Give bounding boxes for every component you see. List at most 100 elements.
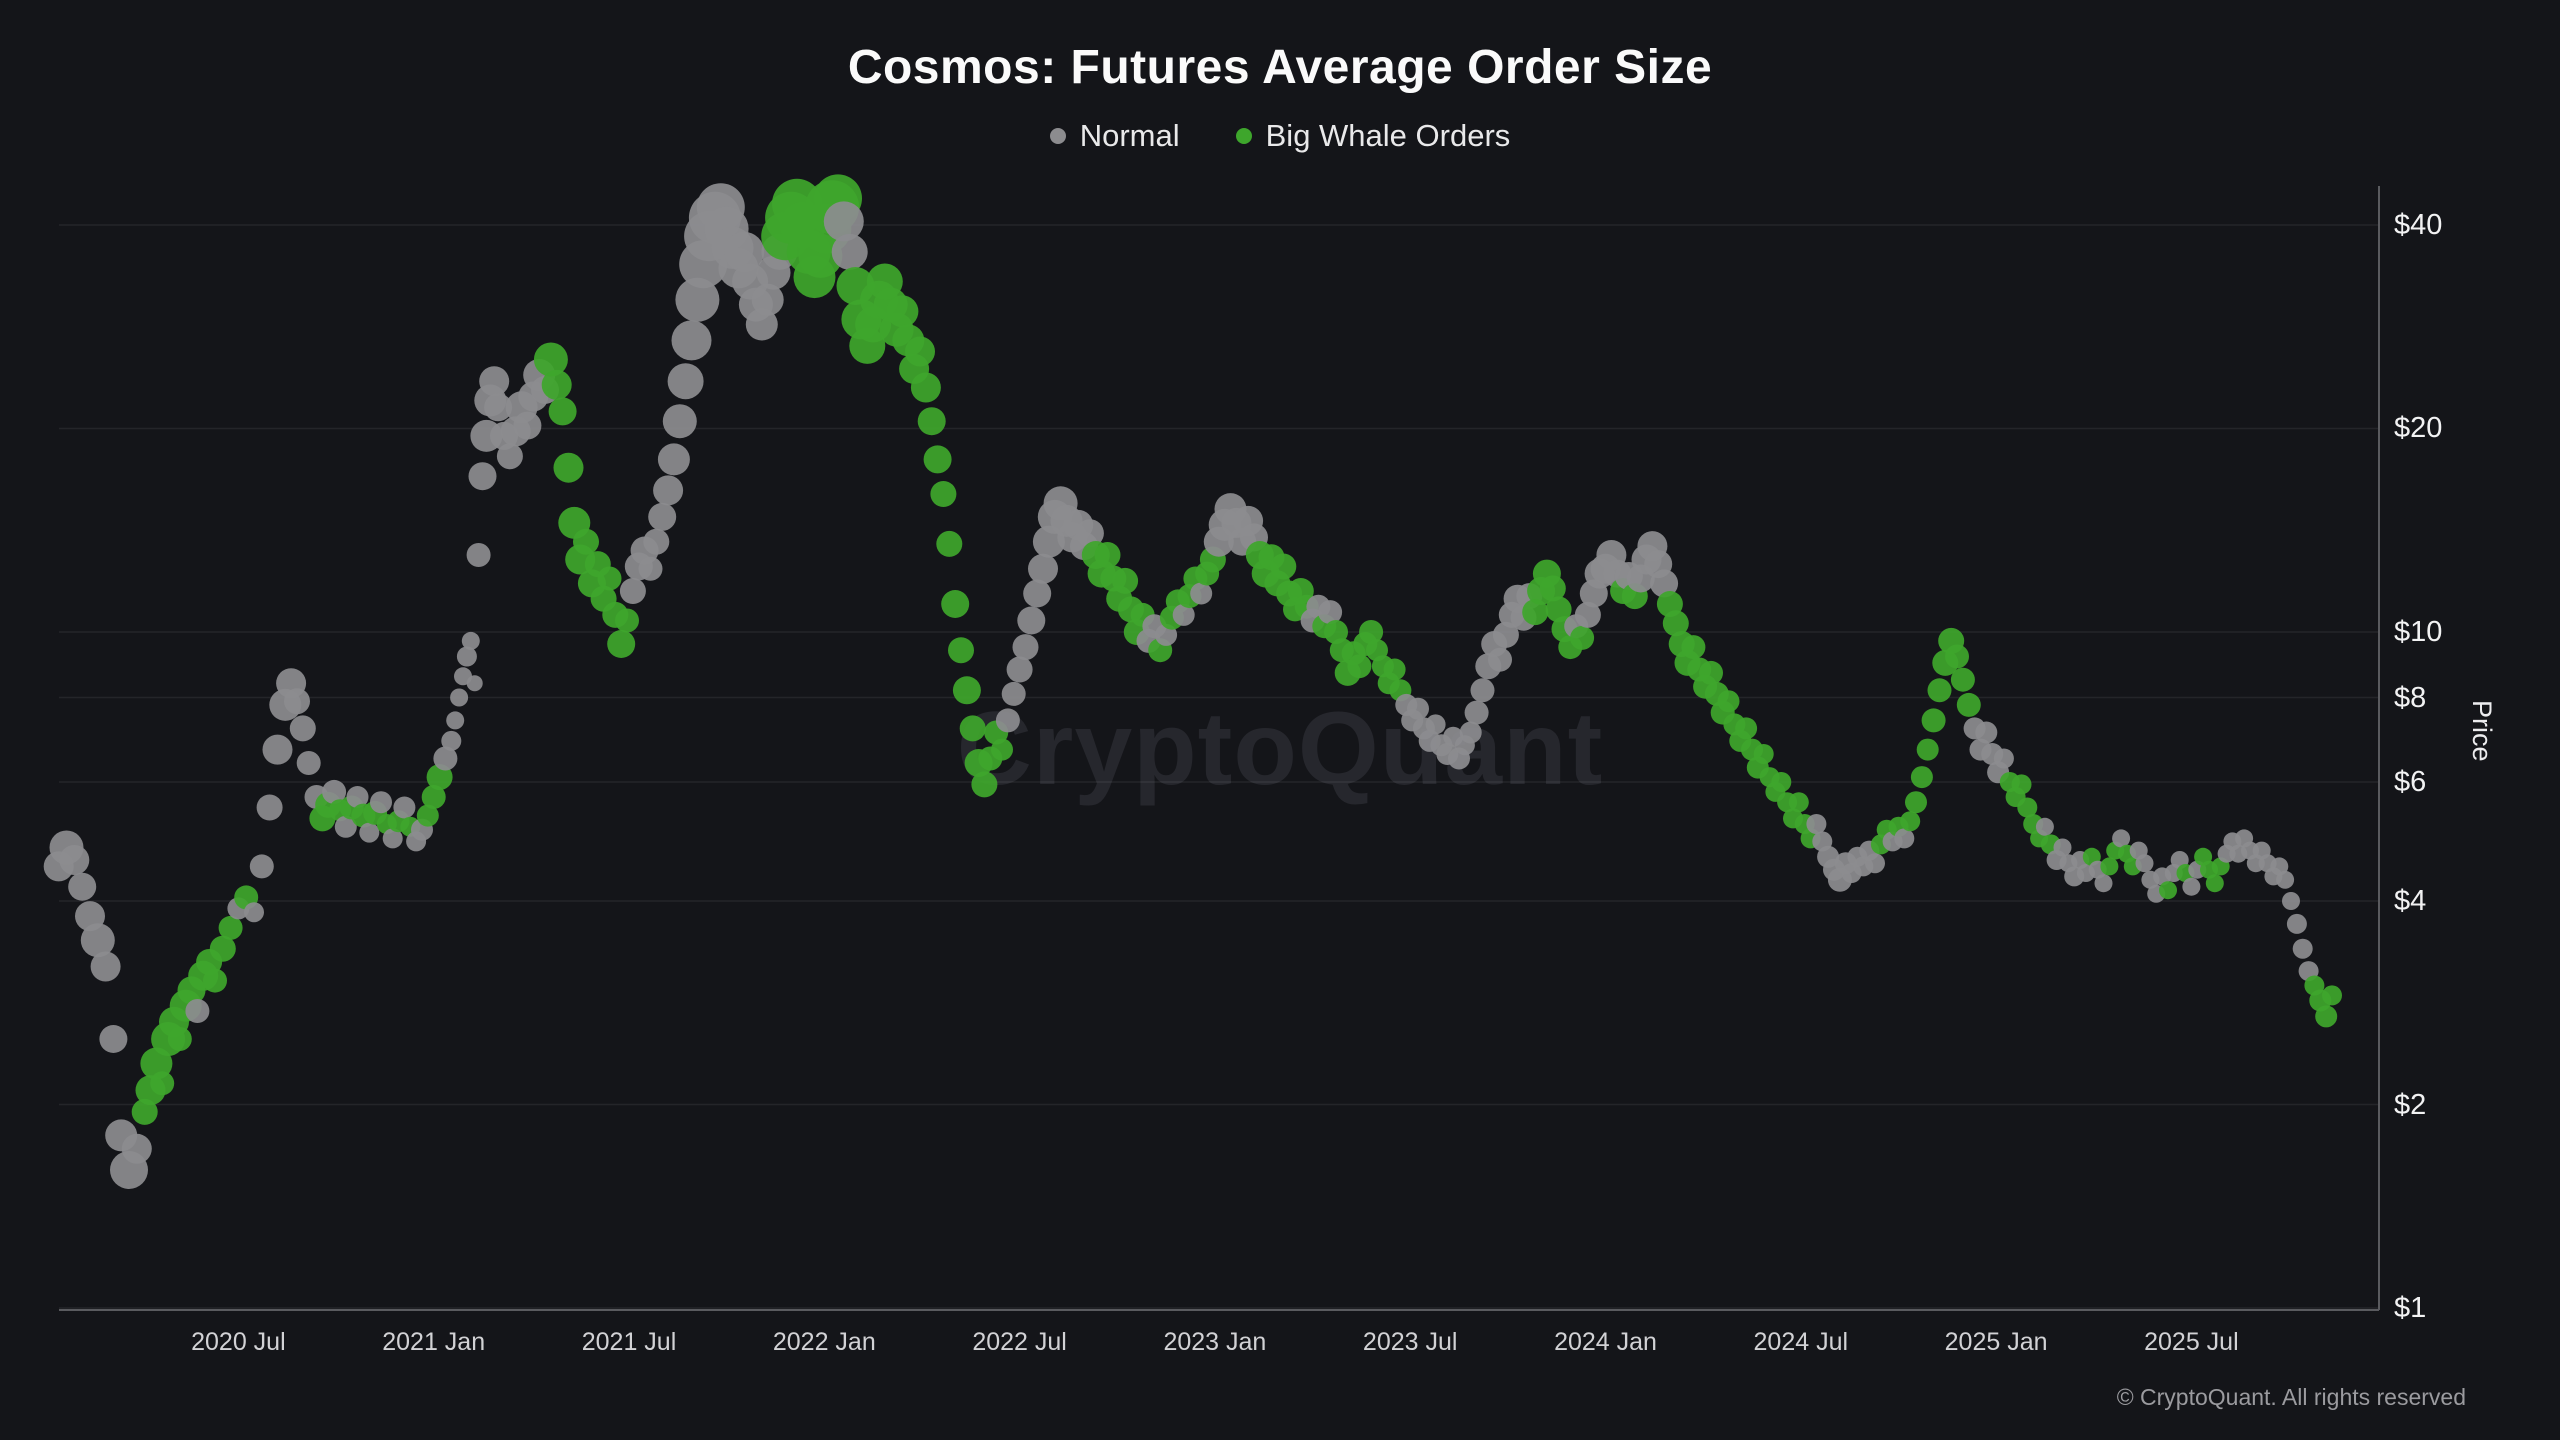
normal-order-point[interactable] <box>745 308 778 341</box>
normal-order-point[interactable] <box>1488 647 1512 672</box>
normal-order-point[interactable] <box>244 902 264 923</box>
normal-order-point[interactable] <box>751 283 784 316</box>
normal-order-point[interactable] <box>831 233 868 270</box>
normal-order-point[interactable] <box>1975 721 1998 744</box>
whale-order-point[interactable] <box>209 935 236 962</box>
normal-order-point[interactable] <box>2135 854 2154 873</box>
normal-order-point[interactable] <box>446 711 465 730</box>
normal-order-point[interactable] <box>671 320 712 361</box>
legend-item-normal[interactable]: Normal <box>1049 118 1180 154</box>
whale-order-point[interactable] <box>886 295 919 328</box>
normal-order-point[interactable] <box>468 462 497 491</box>
normal-order-point[interactable] <box>484 393 513 422</box>
whale-order-point[interactable] <box>553 452 584 483</box>
normal-order-point[interactable] <box>1806 814 1827 834</box>
legend-item-big-whale-orders[interactable]: Big Whale Orders <box>1235 118 1510 154</box>
normal-order-point[interactable] <box>1459 721 1482 744</box>
whale-order-point[interactable] <box>615 608 639 633</box>
whale-order-point[interactable] <box>1956 692 1981 717</box>
whale-order-point[interactable] <box>923 445 952 474</box>
normal-order-point[interactable] <box>1001 681 1026 706</box>
whale-order-point[interactable] <box>1771 772 1792 792</box>
normal-order-point[interactable] <box>1464 700 1489 725</box>
whale-order-point[interactable] <box>1753 744 1774 764</box>
normal-order-point[interactable] <box>2112 829 2131 848</box>
whale-order-point[interactable] <box>1570 625 1595 650</box>
normal-order-point[interactable] <box>2094 874 2113 893</box>
normal-order-point[interactable] <box>461 631 480 650</box>
normal-order-point[interactable] <box>1894 828 1915 849</box>
normal-order-point[interactable] <box>1407 697 1429 720</box>
whale-order-point[interactable] <box>1916 738 1939 761</box>
normal-order-point[interactable] <box>359 822 380 843</box>
normal-order-point[interactable] <box>466 675 483 692</box>
normal-order-point[interactable] <box>823 201 864 242</box>
normal-order-point[interactable] <box>657 443 690 476</box>
normal-order-point[interactable] <box>1574 601 1601 628</box>
whale-order-point[interactable] <box>1112 567 1139 594</box>
whale-order-point[interactable] <box>548 397 577 426</box>
normal-order-point[interactable] <box>121 1133 152 1164</box>
normal-order-point[interactable] <box>262 734 293 765</box>
whale-order-point[interactable] <box>2100 857 2119 876</box>
normal-order-point[interactable] <box>296 751 321 775</box>
normal-order-point[interactable] <box>2182 877 2201 896</box>
normal-order-point[interactable] <box>284 688 310 715</box>
whale-order-point[interactable] <box>905 336 935 367</box>
whale-order-point[interactable] <box>2011 774 2032 795</box>
whale-order-point[interactable] <box>2205 874 2224 893</box>
whale-order-point[interactable] <box>541 369 572 400</box>
whale-order-point[interactable] <box>2017 797 2038 818</box>
whale-order-point[interactable] <box>533 342 568 377</box>
normal-order-point[interactable] <box>1190 582 1213 605</box>
normal-order-point[interactable] <box>466 543 491 567</box>
normal-order-point[interactable] <box>1075 519 1104 548</box>
whale-order-point[interactable] <box>991 738 1013 761</box>
whale-order-point[interactable] <box>941 590 970 618</box>
whale-order-point[interactable] <box>2315 1005 2338 1028</box>
normal-order-point[interactable] <box>1172 603 1195 626</box>
normal-order-point[interactable] <box>1028 553 1058 584</box>
whale-order-point[interactable] <box>1383 658 1406 681</box>
normal-order-point[interactable] <box>256 794 283 821</box>
normal-order-point[interactable] <box>334 815 357 838</box>
whale-order-point[interactable] <box>971 771 998 798</box>
normal-order-point[interactable] <box>433 746 458 771</box>
normal-order-point[interactable] <box>724 231 765 272</box>
whale-order-point[interactable] <box>426 764 453 791</box>
normal-order-point[interactable] <box>1650 569 1679 598</box>
whale-order-point[interactable] <box>1270 553 1297 580</box>
whale-order-point[interactable] <box>218 915 243 940</box>
whale-order-point[interactable] <box>1681 635 1706 660</box>
normal-order-point[interactable] <box>619 578 646 604</box>
normal-order-point[interactable] <box>496 443 523 470</box>
normal-order-point[interactable] <box>441 730 462 751</box>
normal-order-point[interactable] <box>2282 892 2300 910</box>
normal-order-point[interactable] <box>346 786 369 808</box>
normal-order-point[interactable] <box>662 404 697 439</box>
whale-order-point[interactable] <box>131 1098 158 1125</box>
whale-order-point[interactable] <box>910 372 941 403</box>
normal-order-point[interactable] <box>99 1025 128 1053</box>
normal-order-point[interactable] <box>2286 913 2307 934</box>
whale-order-point[interactable] <box>1735 717 1758 740</box>
normal-order-point[interactable] <box>68 872 97 901</box>
normal-order-point[interactable] <box>675 277 720 322</box>
normal-order-point[interactable] <box>648 502 677 531</box>
normal-order-point[interactable] <box>1470 678 1495 703</box>
whale-order-point[interactable] <box>421 785 446 809</box>
normal-order-point[interactable] <box>1993 748 2014 769</box>
normal-order-point[interactable] <box>456 646 477 667</box>
whale-order-point[interactable] <box>1921 708 1946 733</box>
whale-order-point[interactable] <box>1699 660 1723 685</box>
normal-order-point[interactable] <box>1017 606 1046 635</box>
whale-order-point[interactable] <box>607 630 636 658</box>
normal-order-point[interactable] <box>393 796 416 819</box>
whale-order-point[interactable] <box>917 407 946 436</box>
whale-order-point[interactable] <box>1900 811 1921 832</box>
normal-order-point[interactable] <box>2276 870 2295 889</box>
whale-order-point[interactable] <box>2322 985 2342 1006</box>
whale-order-point[interactable] <box>150 1071 175 1096</box>
normal-order-point[interactable] <box>1012 634 1039 661</box>
